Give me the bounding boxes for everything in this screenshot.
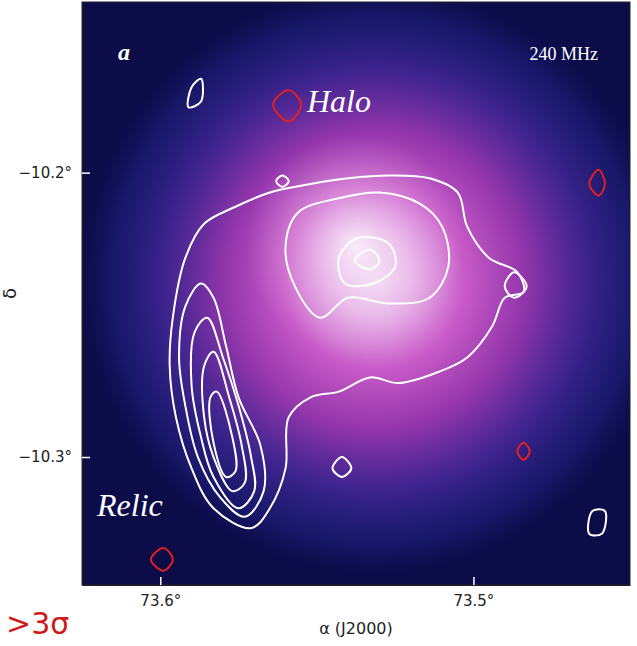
panel-label: a <box>118 39 130 65</box>
contour <box>588 509 606 535</box>
y-axis-title: δ <box>0 288 20 299</box>
contours <box>151 79 606 571</box>
contour <box>151 548 173 571</box>
chart: 73.6° 73.5° −10.2° −10.3° α (J2000) δ a 240 MHz… <box>0 0 637 646</box>
tick-label: 73.5° <box>453 592 494 610</box>
xray-image <box>82 2 630 585</box>
contour <box>179 284 265 517</box>
x-axis-title: α (J2000) <box>319 619 393 638</box>
y-axis: −10.2° −10.3° <box>19 3 90 586</box>
xray-core <box>245 135 465 355</box>
annotation: >3σ <box>6 606 69 641</box>
contour <box>209 392 237 478</box>
contour <box>202 352 246 491</box>
contour <box>170 175 525 528</box>
contour <box>188 79 203 108</box>
tick-label: −10.3° <box>19 448 72 466</box>
annotation: Halo <box>306 83 371 119</box>
tick: −10.3° <box>19 448 90 466</box>
tick-mark <box>160 577 162 585</box>
contour <box>191 318 255 509</box>
contour <box>333 457 352 477</box>
annotation: 240 MHz <box>530 44 599 64</box>
contour <box>589 170 605 196</box>
tick: −10.2° <box>19 164 90 182</box>
contour <box>505 272 527 298</box>
tick-mark <box>82 457 90 459</box>
contour <box>517 443 530 460</box>
tick-mark <box>82 172 90 174</box>
plot-frame <box>82 2 630 585</box>
axis-line <box>82 3 83 586</box>
contour <box>338 237 396 286</box>
annotation: Relic <box>96 487 163 523</box>
contour <box>285 192 449 317</box>
tick-mark <box>473 577 475 585</box>
contour <box>276 175 289 186</box>
contour <box>273 90 301 121</box>
tick-label: −10.2° <box>19 164 72 182</box>
tick-label: 73.6° <box>140 592 181 610</box>
x-axis: 73.6° 73.5° <box>83 577 631 610</box>
tick: 73.5° <box>453 577 494 610</box>
axis-line <box>83 585 631 586</box>
xray-emission <box>82 2 630 580</box>
contour <box>354 249 379 269</box>
tick: 73.6° <box>140 577 181 610</box>
